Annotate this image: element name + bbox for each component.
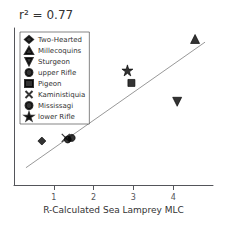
svg-text:upper Rifle: upper Rifle <box>38 69 76 77</box>
svg-text:r² = 0.77: r² = 0.77 <box>19 8 73 22</box>
svg-text:Sturgeon: Sturgeon <box>38 58 70 66</box>
svg-text:3: 3 <box>131 193 136 202</box>
svg-text:R-Calculated Sea Lamprey MLC: R-Calculated Sea Lamprey MLC <box>43 205 184 215</box>
svg-text:lower Rifle: lower Rifle <box>38 113 75 121</box>
svg-text:1: 1 <box>51 193 56 202</box>
svg-text:Pigeon: Pigeon <box>38 80 61 88</box>
svg-text:2: 2 <box>91 193 96 202</box>
svg-text:4: 4 <box>171 193 176 202</box>
svg-text:Mississagi: Mississagi <box>38 102 73 110</box>
svg-text:Millecoquins: Millecoquins <box>38 47 82 55</box>
svg-text:Kaministiquia: Kaministiquia <box>38 91 85 99</box>
svg-text:Two-Hearted: Two-Hearted <box>37 36 82 44</box>
